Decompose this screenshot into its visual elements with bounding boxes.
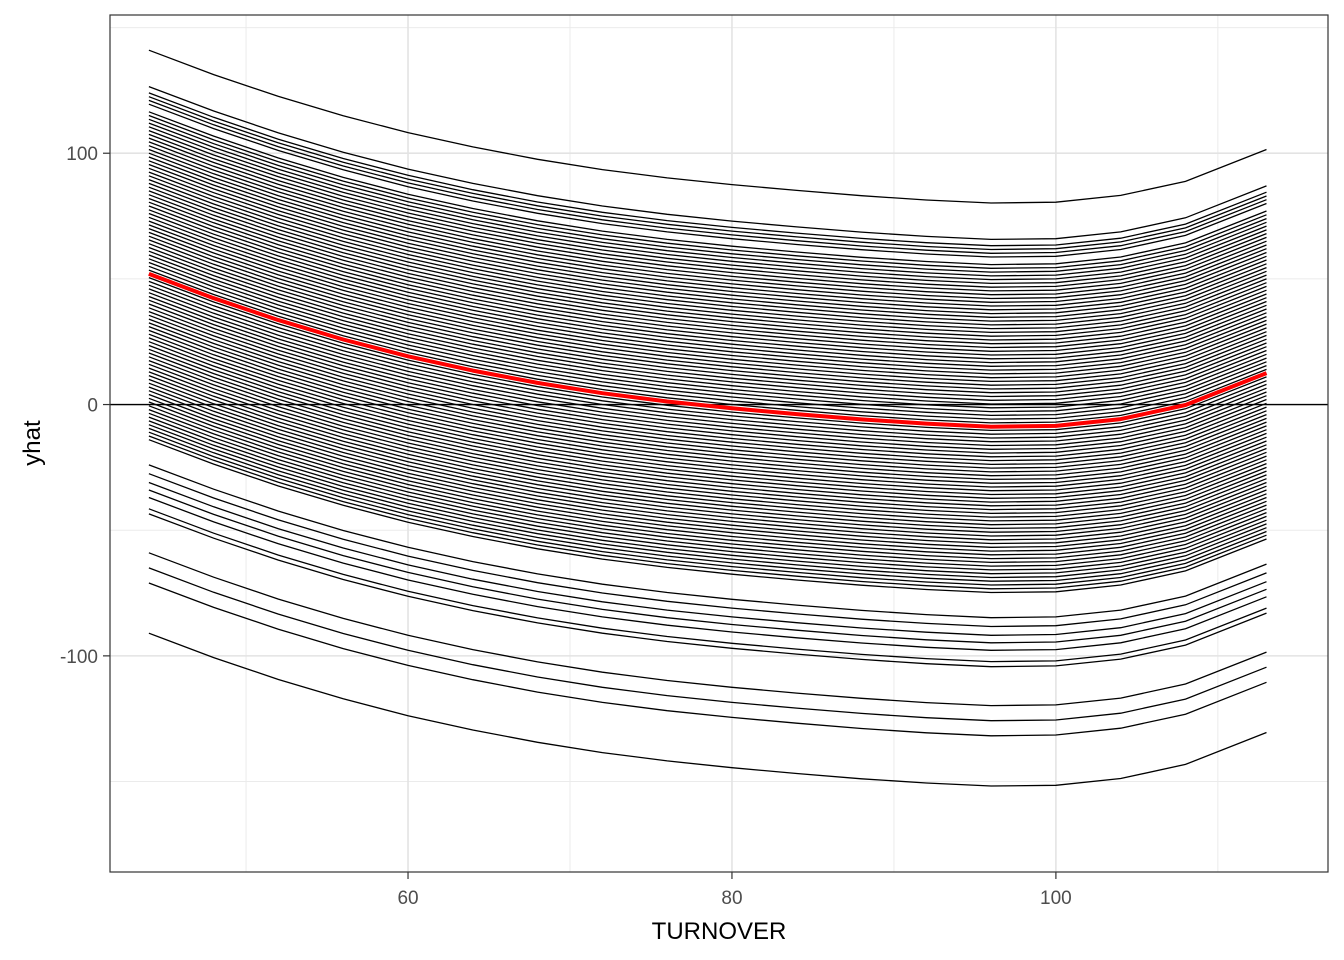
x-tick-label: 60 — [397, 888, 418, 909]
x-tick-label: 100 — [1040, 888, 1072, 909]
x-tick-label: 80 — [721, 888, 742, 909]
y-tick-label: 0 — [87, 396, 98, 417]
x-axis-title: TURNOVER — [652, 918, 787, 945]
y-tick-label: -100 — [60, 647, 98, 668]
y-axis-title: yhat — [19, 420, 46, 466]
y-tick-label: 100 — [66, 144, 98, 165]
